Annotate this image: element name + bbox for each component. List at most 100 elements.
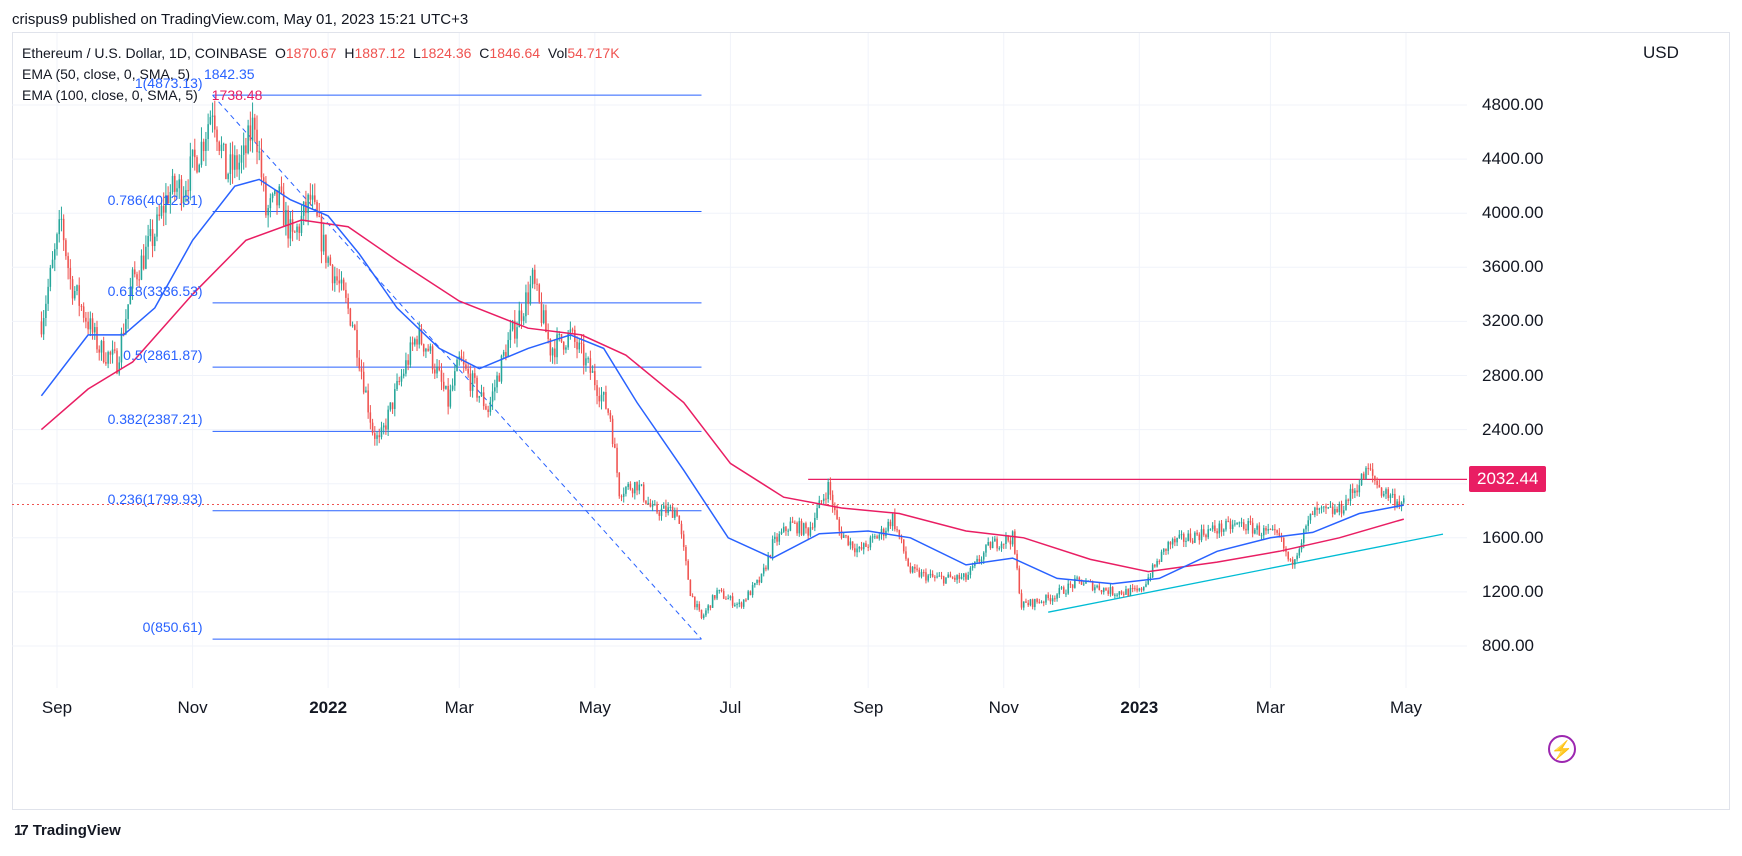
candle-body — [302, 201, 305, 216]
candle-body — [836, 510, 838, 520]
x-tick-label: Sep — [853, 698, 884, 717]
candle-body — [414, 339, 416, 345]
candle-body — [400, 376, 403, 382]
candle-body — [776, 536, 778, 542]
candle-body — [176, 188, 178, 192]
candle-body — [854, 548, 856, 553]
candle-body — [249, 125, 252, 141]
candle-body — [1014, 531, 1016, 554]
candle-body — [340, 279, 343, 284]
candle-body — [1298, 549, 1301, 556]
candle-body — [194, 149, 196, 158]
candle-body — [769, 555, 772, 557]
candle-body — [1016, 553, 1018, 569]
candle-body — [487, 409, 489, 413]
candle-body — [358, 357, 361, 369]
x-tick-label: 2023 — [1120, 698, 1159, 717]
candle-body — [871, 536, 874, 538]
lightning-icon[interactable]: ⚡ — [1548, 735, 1576, 763]
candle-body — [65, 240, 67, 257]
candle-body — [534, 269, 536, 284]
candle-body — [1098, 585, 1101, 591]
currency-label[interactable]: USD — [1643, 43, 1679, 62]
candle-body — [1325, 506, 1327, 509]
candle-body — [805, 523, 807, 529]
candle-body — [571, 329, 574, 331]
candle-body — [1067, 583, 1069, 594]
candle-body — [1382, 493, 1385, 496]
candle-body — [1251, 522, 1254, 534]
candle-body — [1249, 520, 1252, 523]
candle-body — [629, 483, 632, 490]
candle-body — [502, 352, 505, 356]
candle-body — [102, 340, 105, 363]
chart-frame[interactable] — [12, 32, 1730, 810]
candle-body — [1169, 541, 1172, 545]
candle-body — [96, 327, 98, 350]
candle-body — [745, 599, 747, 601]
legend-open: 1870.67 — [285, 45, 337, 61]
fib-level-label: 0.382(2387.21) — [107, 411, 203, 428]
candle-body — [1374, 475, 1376, 481]
candle-body — [485, 406, 487, 410]
fib-retracement — [212, 94, 702, 640]
candle-body — [1327, 507, 1329, 509]
candle-body — [200, 141, 203, 165]
candle-body — [556, 334, 558, 358]
candle-body — [876, 536, 878, 539]
candle-body — [227, 173, 229, 180]
candle-body — [1114, 594, 1116, 596]
candle-body — [1029, 599, 1032, 606]
candle-body — [1174, 539, 1176, 543]
candle-body — [869, 537, 872, 548]
candle-body — [85, 317, 87, 322]
candle-body — [1034, 599, 1036, 607]
candle-body — [1294, 559, 1296, 565]
candle-body — [1214, 525, 1216, 532]
legend-ema100-row[interactable]: EMA (100, close, 0, SMA, 5) 1738.48 — [22, 87, 266, 103]
candle-body — [816, 508, 818, 518]
candle-body — [222, 143, 225, 145]
candle-body — [1158, 560, 1161, 562]
candle-body — [385, 425, 387, 430]
candle-body — [162, 205, 165, 213]
candle-body — [760, 573, 763, 583]
candle-body — [687, 561, 689, 580]
candle-body — [291, 219, 294, 232]
candle-body — [647, 502, 649, 504]
candle-body — [1018, 568, 1021, 594]
candle-body — [742, 599, 745, 607]
candle-body — [858, 547, 861, 549]
candle-body — [1322, 506, 1325, 508]
candle-body — [1398, 501, 1401, 507]
candle-body — [1000, 543, 1003, 549]
y-tick-label: 1200.00 — [1482, 581, 1544, 601]
legend-ema50-row[interactable]: EMA (50, close, 0, SMA, 5) 1842.35 — [22, 66, 259, 82]
candle-body — [202, 141, 205, 152]
candle-body — [645, 500, 647, 504]
candle-body — [107, 352, 109, 364]
candle-body — [371, 422, 374, 434]
candle-body — [60, 218, 63, 220]
candle-body — [76, 285, 78, 291]
candle-body — [727, 598, 729, 600]
candle-body — [1205, 534, 1207, 538]
candle-body — [862, 543, 865, 550]
candle-body — [1218, 523, 1221, 534]
candle-body — [1120, 591, 1123, 594]
candle-body — [1200, 529, 1203, 541]
candle-body — [1105, 588, 1107, 591]
candle-body — [611, 418, 614, 445]
candle-body — [991, 541, 994, 549]
tradingview-footer[interactable]: 17 TradingView — [14, 822, 121, 839]
candle-body — [1185, 540, 1187, 542]
candle-body — [618, 472, 621, 497]
candle-body — [607, 408, 609, 413]
candle-body — [189, 156, 192, 191]
candle-body — [1311, 513, 1314, 515]
candle-body — [1140, 588, 1143, 591]
ema-lines — [40, 178, 1405, 585]
candle-body — [585, 358, 587, 366]
candle-body — [1162, 548, 1165, 552]
